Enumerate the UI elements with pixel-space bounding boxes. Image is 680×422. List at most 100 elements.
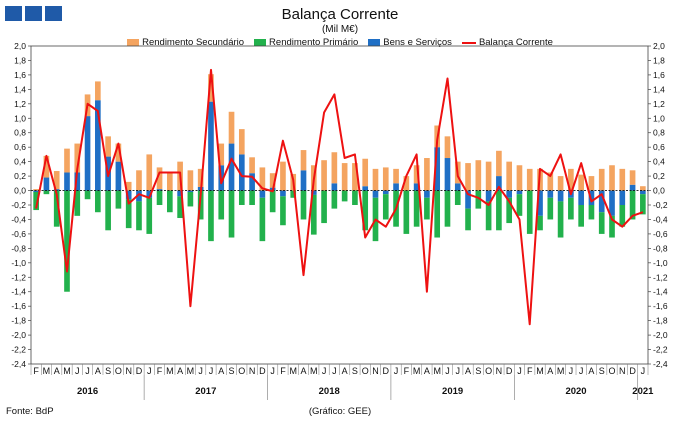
- bar-rendimento-secundario: [640, 186, 646, 191]
- bar-rendimento-secundario: [578, 174, 584, 191]
- y-tick-label-right: -2,0: [653, 330, 668, 340]
- legend-item-rendimento-secundario: Rendimento Secundário: [127, 37, 244, 48]
- x-tick-label: S: [105, 366, 111, 376]
- x-tick-label: J: [322, 366, 327, 376]
- bar-bens-servicos: [125, 190, 132, 200]
- bar-rendimento-secundario: [238, 129, 245, 155]
- x-tick-label: O: [362, 366, 369, 376]
- x-tick-label: J: [209, 366, 214, 376]
- y-tick-label-right: -1,0: [653, 258, 668, 268]
- bar-rendimento-primario: [238, 190, 245, 205]
- y-tick-label-left: 1,8: [14, 55, 26, 65]
- bar-rendimento-primario: [341, 190, 348, 202]
- x-tick-label: M: [166, 366, 174, 376]
- y-tick-label-left: -1,2: [11, 272, 26, 282]
- y-tick-label-right: 0,0: [653, 186, 665, 196]
- bar-rendimento-primario: [269, 190, 276, 213]
- bar-bens-servicos: [393, 183, 399, 191]
- x-tick-label: A: [342, 366, 348, 376]
- y-tick-label-right: -2,2: [653, 345, 668, 355]
- bar-bens-servicos: [506, 190, 513, 198]
- bar-rendimento-primario: [115, 190, 122, 209]
- x-tick-label: N: [496, 366, 503, 376]
- bar-rendimento-secundario: [208, 74, 214, 102]
- x-tick-label: M: [433, 366, 441, 376]
- y-tick-label-right: 1,8: [653, 55, 665, 65]
- bar-bens-servicos: [177, 190, 183, 197]
- y-tick-label-right: -0,8: [653, 243, 668, 253]
- x-tick-label: J: [579, 366, 584, 376]
- bar-rendimento-secundario: [516, 165, 523, 191]
- x-tick-label: A: [177, 366, 183, 376]
- bar-bens-servicos: [115, 161, 122, 191]
- bar-rendimento-primario: [280, 196, 286, 226]
- bar-rendimento-primario: [465, 208, 471, 231]
- bar-rendimento-primario: [362, 190, 369, 231]
- legend-label: Balança Corrente: [478, 37, 553, 48]
- x-tick-label: J: [517, 366, 522, 376]
- bar-bens-servicos: [629, 184, 636, 191]
- bar-rendimento-primario: [598, 212, 605, 234]
- bar-rendimento-primario: [84, 190, 91, 200]
- legend-item-bens-servicos: Bens e Serviços: [368, 37, 452, 48]
- logo-square: [5, 6, 22, 21]
- bar-rendimento-primario: [506, 197, 513, 224]
- x-tick-label: D: [259, 366, 266, 376]
- x-tick-label: A: [301, 366, 307, 376]
- bar-rendimento-secundario: [609, 165, 615, 191]
- bar-rendimento-secundario: [475, 160, 482, 191]
- y-tick-label-right: -1,6: [653, 301, 668, 311]
- y-tick-label-right: -1,8: [653, 316, 668, 326]
- y-tick-label-right: 0,6: [653, 142, 665, 152]
- bar-rendimento-secundario: [136, 170, 142, 191]
- bar-bens-servicos: [578, 190, 584, 205]
- bar-bens-servicos: [280, 190, 286, 197]
- bar-rendimento-primario: [74, 190, 81, 216]
- legend-label: Rendimento Secundário: [142, 37, 245, 48]
- bar-bens-servicos: [310, 190, 317, 195]
- bar-rendimento-primario: [228, 190, 235, 238]
- bar-rendimento-secundario: [352, 163, 358, 191]
- y-tick-label-right: -0,2: [653, 200, 668, 210]
- bar-rendimento-secundario: [362, 158, 369, 187]
- bar-bens-servicos: [136, 190, 142, 202]
- x-tick-label: M: [43, 366, 51, 376]
- x-tick-label: A: [424, 366, 430, 376]
- y-tick-label-right: -0,6: [653, 229, 668, 239]
- y-tick-label-right: -1,4: [653, 287, 668, 297]
- y-tick-label-left: 0,8: [14, 128, 26, 138]
- x-tick-label: O: [609, 366, 616, 376]
- y-tick-label-left: 1,6: [14, 70, 26, 80]
- legend-swatch: [368, 39, 381, 46]
- x-tick-label: F: [33, 366, 39, 376]
- x-tick-label: M: [187, 366, 195, 376]
- bar-rendimento-secundario: [105, 136, 111, 157]
- bar-bens-servicos: [362, 186, 369, 191]
- bar-rendimento-secundario: [413, 165, 420, 184]
- x-tick-label: F: [280, 366, 286, 376]
- bar-rendimento-primario: [331, 190, 338, 209]
- legend-label: Rendimento Primário: [269, 37, 359, 48]
- bar-bens-servicos: [84, 116, 91, 191]
- x-tick-label: F: [404, 366, 410, 376]
- bar-rendimento-secundario: [259, 167, 266, 191]
- bar-rendimento-primario: [640, 194, 646, 215]
- bar-rendimento-secundario: [43, 155, 50, 178]
- bar-bens-servicos: [465, 190, 471, 209]
- x-tick-label: J: [641, 366, 646, 376]
- bar-rendimento-secundario: [485, 161, 492, 191]
- x-tick-label: J: [456, 366, 461, 376]
- bar-bens-servicos: [485, 190, 492, 202]
- bar-bens-servicos: [424, 190, 430, 198]
- x-tick-label: M: [310, 366, 318, 376]
- bar-rendimento-primario: [578, 205, 584, 227]
- year-label: 2020: [565, 386, 586, 397]
- year-label: 2017: [195, 386, 216, 397]
- bar-bens-servicos: [537, 190, 543, 216]
- bar-rendimento-primario: [136, 201, 142, 231]
- y-tick-label-left: 1,4: [14, 84, 26, 94]
- bar-bens-servicos: [74, 172, 81, 191]
- bar-rendimento-secundario: [115, 143, 122, 162]
- y-tick-label-left: 2,0: [14, 41, 26, 51]
- x-tick-label: O: [115, 366, 122, 376]
